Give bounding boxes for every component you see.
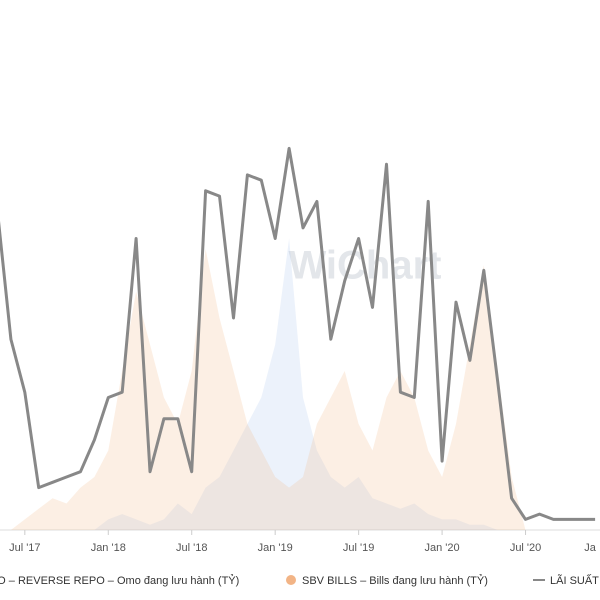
x-tick-label: Jul '20	[510, 542, 541, 554]
legend-label: MO – REVERSE REPO – Omo đang lưu hành (T…	[0, 574, 239, 587]
legend-marker	[286, 575, 296, 585]
x-tick-label: Ja	[584, 542, 597, 554]
x-tick-label: Jan '18	[91, 542, 126, 554]
legend-label: LÃI SUẤT	[550, 574, 599, 587]
area	[0, 238, 596, 530]
x-tick-label: Jul '19	[343, 542, 374, 554]
x-tick-label: Jul '18	[176, 542, 207, 554]
x-tick-label: Jan '19	[258, 542, 293, 554]
x-tick-label: Jul '17	[9, 542, 40, 554]
x-tick-label: Jan '20	[425, 542, 460, 554]
legend-label: SBV BILLS – Bills đang lưu hành (TỶ)	[302, 574, 488, 587]
line	[0, 146, 596, 521]
